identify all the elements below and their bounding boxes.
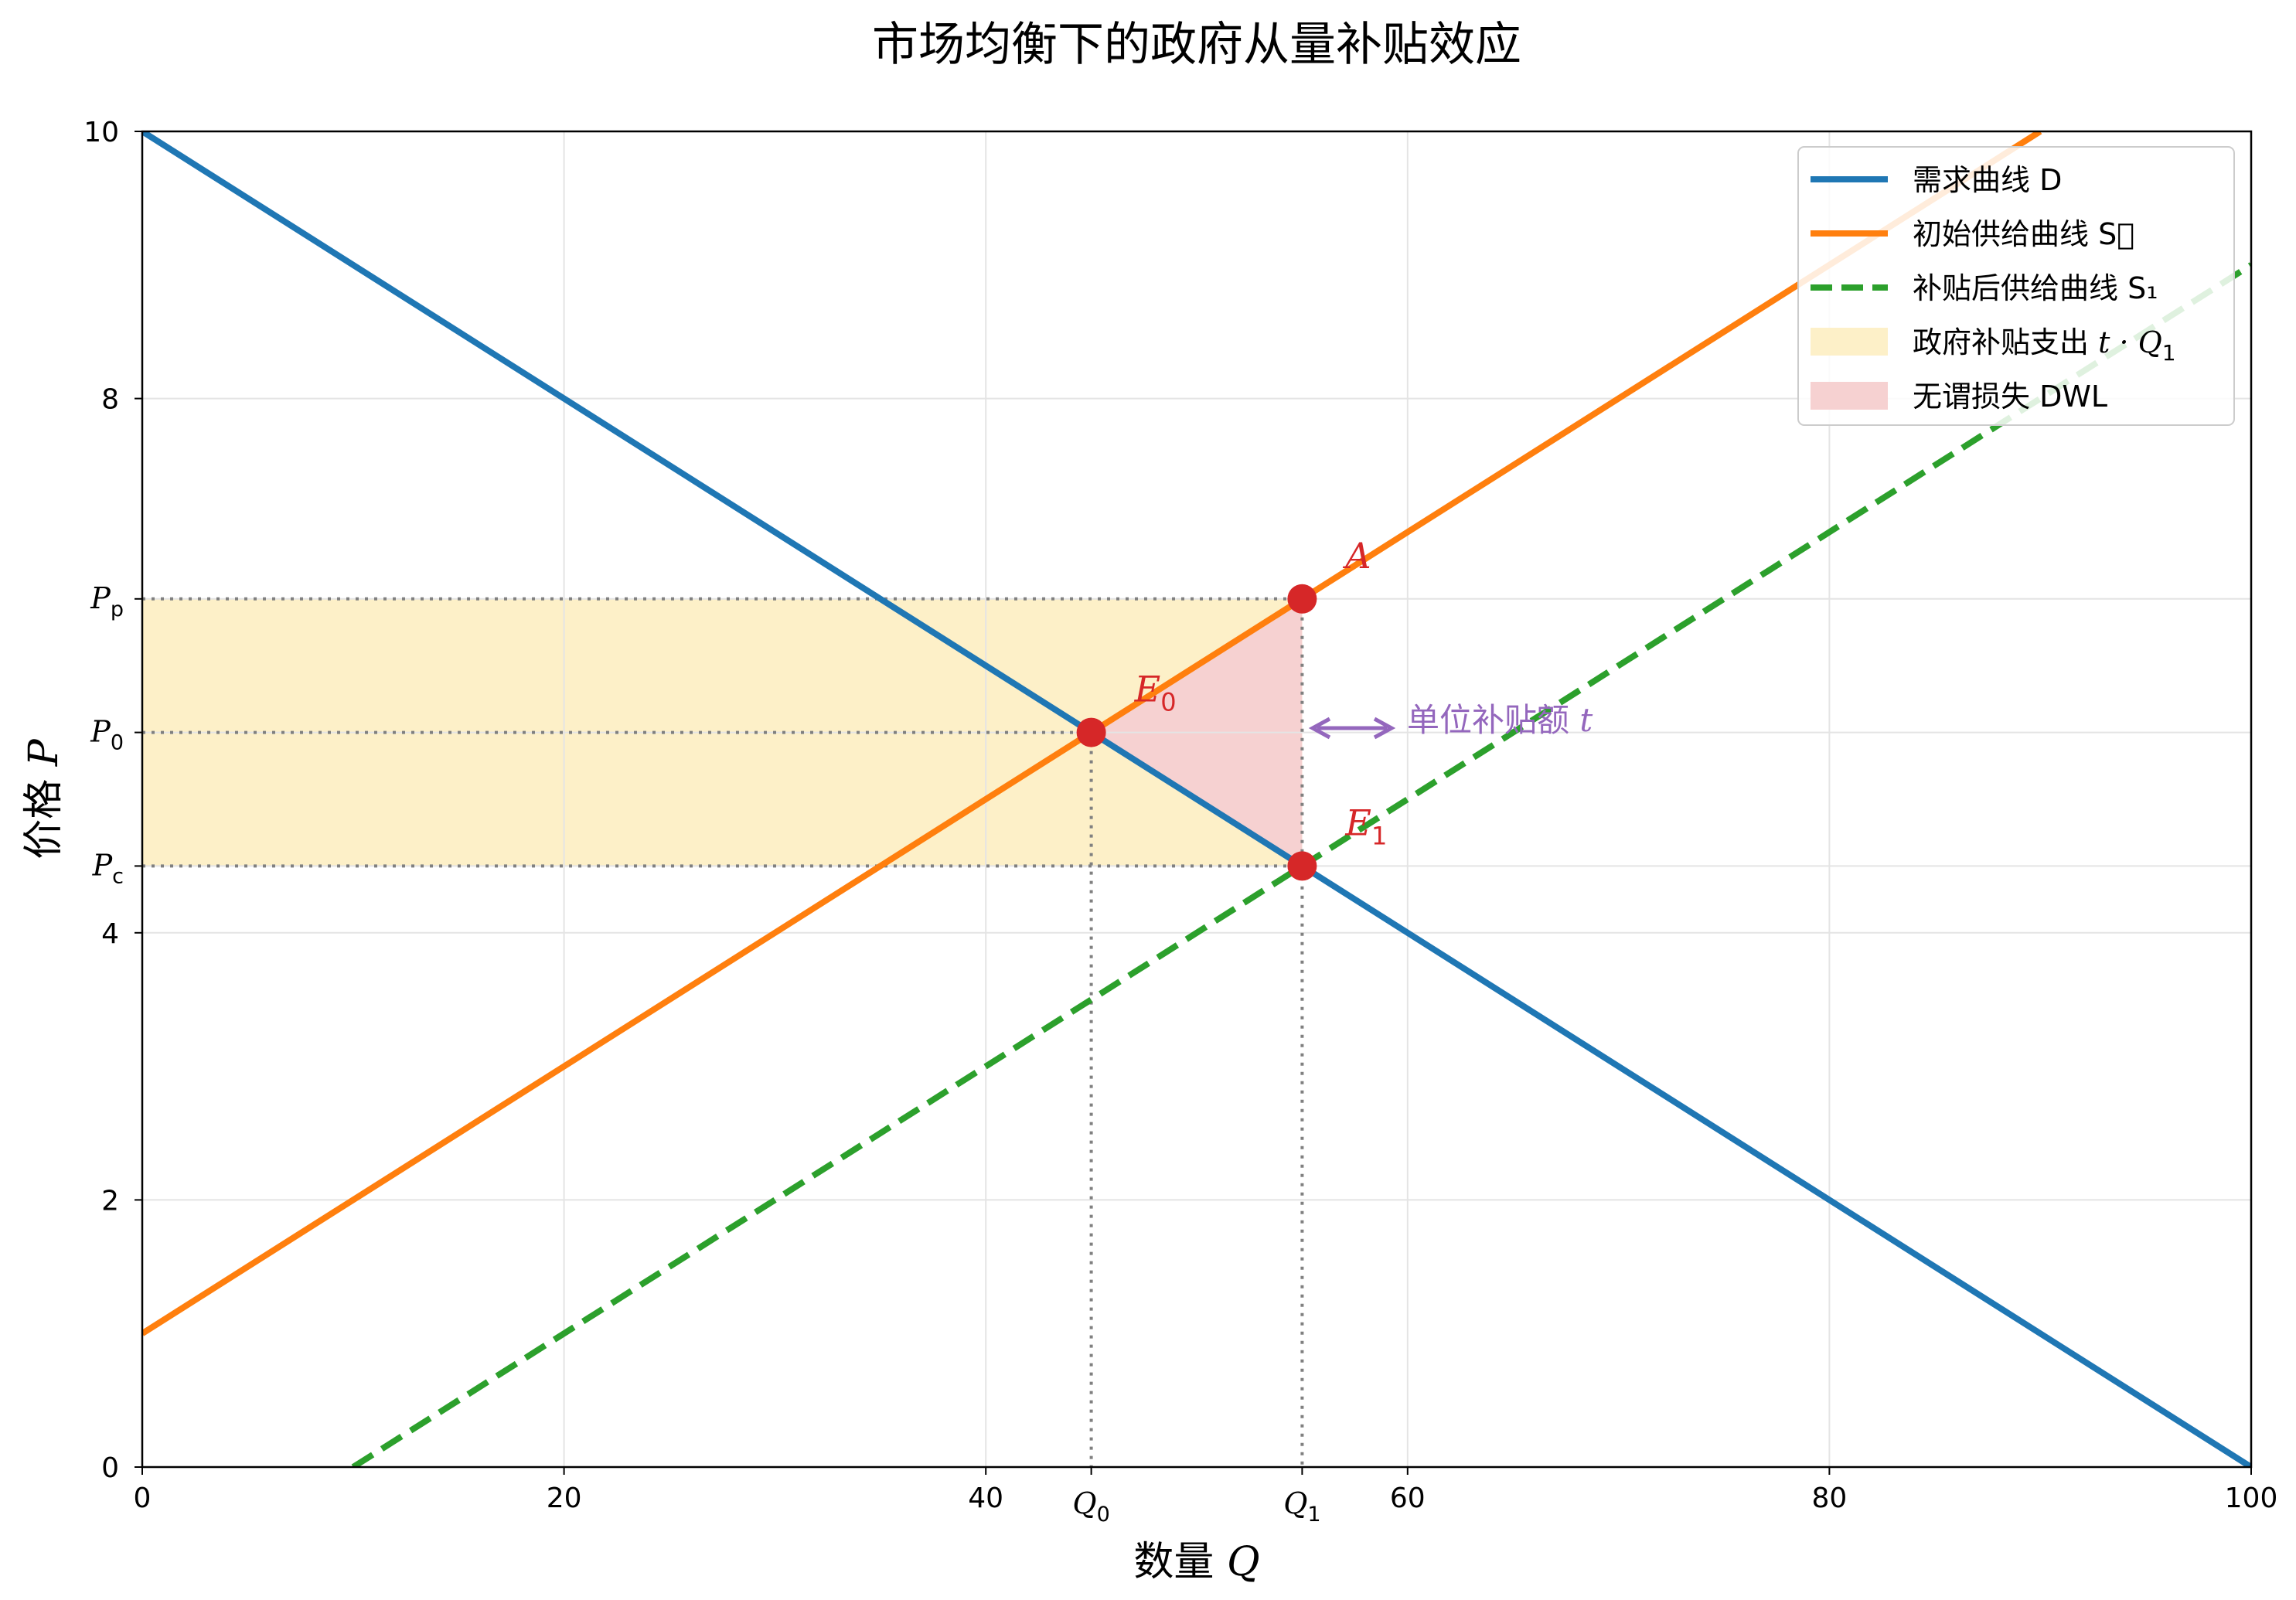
grid-layer	[142, 131, 2251, 1467]
x-tick-label: 80	[1811, 1483, 1847, 1514]
x-special-tick-label-sub: 1	[1307, 1503, 1320, 1527]
point-marker	[1287, 584, 1317, 614]
x-tick-label: 20	[547, 1483, 582, 1514]
y-tick-label: 8	[101, 384, 119, 416]
y-special-tick-label-var: P	[90, 715, 111, 749]
subsidy-arrow-head-left	[1308, 717, 1331, 740]
point-label: E0	[1134, 669, 1177, 717]
subsidy-annotation: 单位补贴额 t	[1407, 701, 1593, 739]
demand-line	[142, 131, 2251, 1467]
plot-frame	[141, 130, 2253, 1469]
x-axis-label-text: 数量	[1133, 1539, 1227, 1585]
point-label-var: E	[1134, 669, 1161, 710]
legend-items: 需求曲线 D 初始供给曲线 S  补贴后供给曲线 S₁ 政府补贴支出 t · Q1 无谓…	[1811, 163, 2176, 414]
y-special-tick-label-sub: c	[112, 864, 124, 888]
legend-label: 补贴后供给曲线 S₁	[1913, 271, 2158, 305]
point-label: A	[1342, 535, 1371, 577]
y-special-tick-label: P0	[90, 715, 124, 755]
legend-label: 初始供给曲线 S 	[1913, 217, 2134, 251]
legend-label-text: 政府补贴支出	[1913, 325, 2098, 359]
y-special-tick-label-var: P	[92, 848, 114, 882]
x-special-tick-label-var: Q	[1072, 1486, 1096, 1520]
legend-label-sub: 1	[2162, 340, 2176, 366]
legend-box	[1797, 146, 2235, 426]
point-label-sub: 1	[1371, 821, 1387, 850]
legend: 需求曲线 D 初始供给曲线 S  补贴后供给曲线 S₁ 政府补贴支出 t · Q1 无谓…	[1797, 146, 2235, 426]
point-label-var: A	[1342, 535, 1371, 577]
y-special-tick-label: Pc	[92, 848, 124, 888]
y-special-tick-label: Pp	[90, 581, 124, 621]
legend-label-text: 无谓损失 DWL	[1913, 380, 2107, 414]
y-axis-label: 价格 P	[21, 738, 67, 860]
guide-lines	[142, 597, 1304, 1467]
x-special-tick-label-var: Q	[1283, 1486, 1307, 1520]
y-special-tick-label-var: P	[90, 581, 111, 615]
y-axis-label-text: 价格	[21, 766, 67, 860]
x-tick-label: 40	[968, 1483, 1003, 1514]
y-tick-label: 2	[101, 1185, 119, 1217]
legend-swatch-subsidy-area	[1811, 328, 1888, 356]
annotation-layer: 单位补贴额 t	[1308, 701, 1593, 740]
x-tick-label: 60	[1390, 1483, 1426, 1514]
legend-swatch-dwl-area	[1811, 382, 1888, 410]
x-tick-label: 100	[2225, 1483, 2278, 1514]
x-axis-label: 数量 Q	[1133, 1539, 1259, 1585]
point-marker	[1076, 717, 1106, 747]
subsidy-arrow-head-right	[1373, 717, 1396, 740]
legend-label: 无谓损失 DWL	[1913, 380, 2107, 414]
point-label-var: E	[1344, 802, 1371, 843]
legend-label: 需求曲线 D	[1913, 163, 2062, 197]
x-tick-label: 0	[134, 1483, 152, 1514]
subsidy-annotation-var: t	[1579, 701, 1593, 739]
y-axis-label-var: P	[21, 738, 67, 767]
y-tick-label: 0	[101, 1452, 119, 1484]
y-tick-label: 4	[101, 918, 119, 950]
legend-label: 政府补贴支出 t · Q1	[1913, 325, 2176, 366]
chart-title: 市场均衡下的政府从量补贴效应	[872, 18, 1521, 72]
point-label-sub: 0	[1160, 688, 1176, 717]
x-special-tick-label: Q0	[1072, 1486, 1109, 1527]
y-tick-label: 10	[83, 117, 119, 148]
legend-label-math: t · Q	[2098, 325, 2162, 359]
subsidy-annotation-text: 单位补贴额	[1407, 701, 1579, 739]
point-marker	[1287, 851, 1317, 881]
y-special-tick-label-sub: p	[111, 597, 124, 621]
y-special-tick-label-sub: 0	[111, 731, 124, 755]
x-special-tick-label: Q1	[1283, 1486, 1320, 1527]
point-label: E1	[1344, 802, 1387, 850]
x-axis-label-var: Q	[1227, 1539, 1260, 1585]
x-special-tick-label-sub: 0	[1097, 1503, 1110, 1527]
